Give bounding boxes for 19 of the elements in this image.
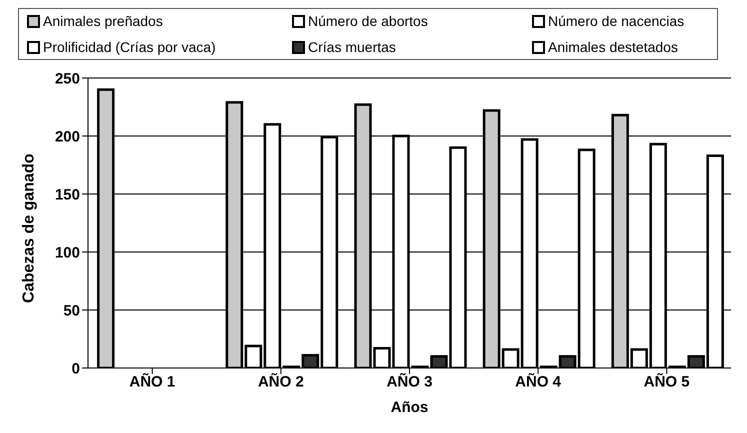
legend-label: Número de abortos <box>308 13 428 29</box>
y-tick-label: 250 <box>54 70 80 88</box>
x-tick-label: AÑO 3 <box>386 372 432 391</box>
x-axis-title: Años <box>390 399 428 416</box>
y-tick-label: 50 <box>63 302 80 320</box>
x-tick-label: AÑO 2 <box>258 372 304 391</box>
legend-label: Animales preñados <box>43 13 163 29</box>
y-axis-title: Cabezas de ganado <box>20 153 38 303</box>
x-tick-label: AÑO 1 <box>129 372 176 391</box>
y-tick-label: 100 <box>54 244 80 262</box>
legend-label: Animales destetados <box>548 39 678 55</box>
y-tick-label: 150 <box>54 186 80 204</box>
legend-label: Prolificidad (Crías por vaca) <box>43 39 216 55</box>
legend-label: Número de nacencias <box>548 13 684 29</box>
legend-label: Crías muertas <box>308 39 396 55</box>
y-tick-label: 0 <box>72 360 80 378</box>
x-tick-label: AÑO 5 <box>644 372 690 391</box>
y-tick-label: 200 <box>54 128 80 146</box>
x-tick-label: AÑO 4 <box>515 372 562 391</box>
